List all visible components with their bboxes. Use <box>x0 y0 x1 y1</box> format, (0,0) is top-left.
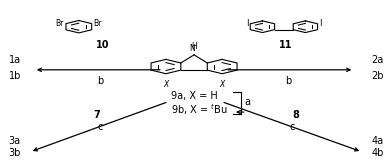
Text: 7: 7 <box>93 110 100 120</box>
Text: 8: 8 <box>292 110 299 120</box>
Text: c: c <box>98 122 103 132</box>
Text: 3a: 3a <box>9 136 21 146</box>
Text: b: b <box>285 76 291 86</box>
Text: I: I <box>246 19 248 28</box>
Text: a: a <box>245 97 251 107</box>
Text: 1a: 1a <box>9 55 21 65</box>
Text: 4a: 4a <box>371 136 383 146</box>
Text: 1b: 1b <box>9 71 21 81</box>
Text: 9a, X = H: 9a, X = H <box>171 91 217 101</box>
Text: 10: 10 <box>96 40 109 50</box>
Text: 3b: 3b <box>9 148 21 158</box>
Text: N: N <box>189 44 195 53</box>
Text: H: H <box>191 42 197 51</box>
Text: Br: Br <box>94 19 102 28</box>
Text: 2a: 2a <box>371 55 383 65</box>
Text: I: I <box>319 19 322 28</box>
Text: X: X <box>220 80 225 89</box>
Text: 4b: 4b <box>371 148 383 158</box>
Text: 2b: 2b <box>371 71 383 81</box>
Text: 11: 11 <box>279 40 292 50</box>
Text: c: c <box>289 122 294 132</box>
Text: b: b <box>97 76 103 86</box>
Text: Br: Br <box>56 19 64 28</box>
Text: X: X <box>163 80 169 89</box>
Text: 9b, X = $^t$Bu: 9b, X = $^t$Bu <box>171 102 227 117</box>
